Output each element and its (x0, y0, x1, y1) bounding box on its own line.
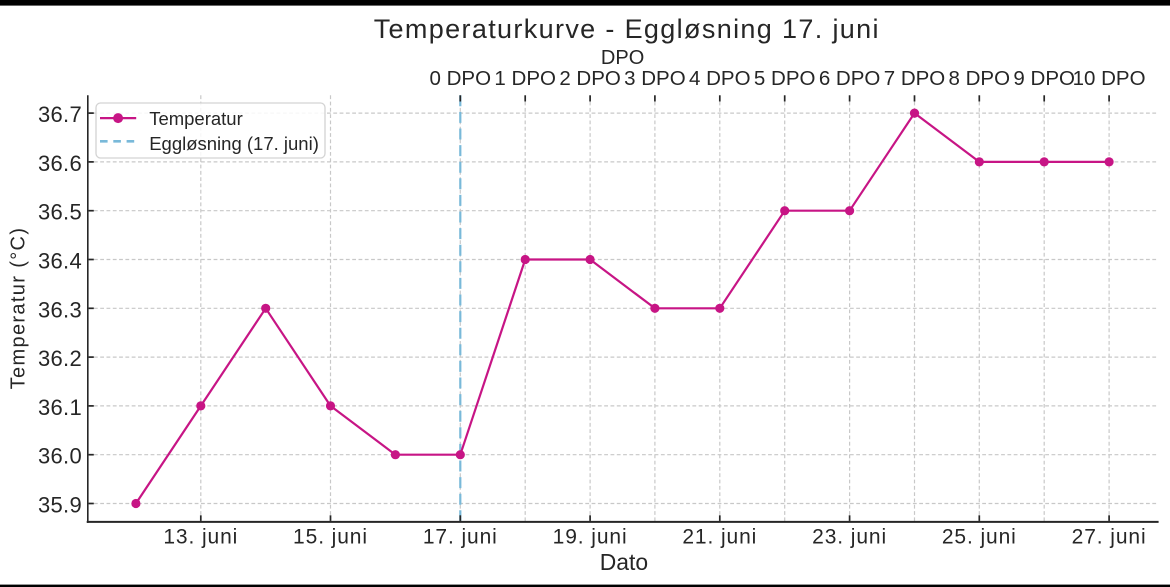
svg-text:35.9: 35.9 (38, 493, 82, 518)
svg-text:Eggløsning (17. juni): Eggløsning (17. juni) (149, 133, 319, 154)
svg-text:23. juni: 23. juni (812, 526, 887, 549)
svg-text:21. juni: 21. juni (682, 526, 757, 549)
svg-text:4 DPO: 4 DPO (689, 67, 751, 90)
svg-text:2 DPO: 2 DPO (559, 67, 621, 90)
svg-text:5 DPO: 5 DPO (754, 67, 816, 90)
svg-text:36.0: 36.0 (38, 444, 82, 469)
svg-text:19. juni: 19. juni (553, 526, 628, 549)
svg-text:DPO: DPO (601, 47, 644, 69)
svg-text:36.4: 36.4 (38, 249, 82, 274)
svg-text:17. juni: 17. juni (423, 526, 498, 549)
svg-text:27. juni: 27. juni (1072, 526, 1147, 549)
svg-text:36.3: 36.3 (38, 297, 82, 322)
svg-text:1 DPO: 1 DPO (494, 67, 556, 90)
svg-text:10 DPO: 10 DPO (1073, 67, 1146, 90)
svg-text:8 DPO: 8 DPO (949, 67, 1011, 90)
svg-text:3 DPO: 3 DPO (624, 67, 686, 90)
svg-text:6 DPO: 6 DPO (819, 67, 881, 90)
svg-text:36.5: 36.5 (38, 200, 82, 225)
svg-text:Dato: Dato (600, 549, 648, 575)
svg-text:Temperatur: Temperatur (149, 108, 243, 129)
svg-text:36.7: 36.7 (38, 102, 82, 127)
svg-text:36.2: 36.2 (38, 346, 82, 371)
svg-text:7 DPO: 7 DPO (884, 67, 946, 90)
svg-text:15. juni: 15. juni (293, 526, 368, 549)
svg-text:36.1: 36.1 (38, 395, 82, 420)
svg-text:Temperaturkurve - Eggløsning 1: Temperaturkurve - Eggløsning 17. juni (374, 14, 880, 44)
svg-text:Temperatur (°C): Temperatur (°C) (8, 227, 30, 390)
svg-text:9 DPO: 9 DPO (1013, 67, 1075, 90)
svg-text:36.6: 36.6 (38, 151, 82, 176)
svg-text:25. juni: 25. juni (942, 526, 1017, 549)
svg-text:0 DPO: 0 DPO (430, 67, 492, 90)
svg-text:13. juni: 13. juni (163, 526, 238, 549)
